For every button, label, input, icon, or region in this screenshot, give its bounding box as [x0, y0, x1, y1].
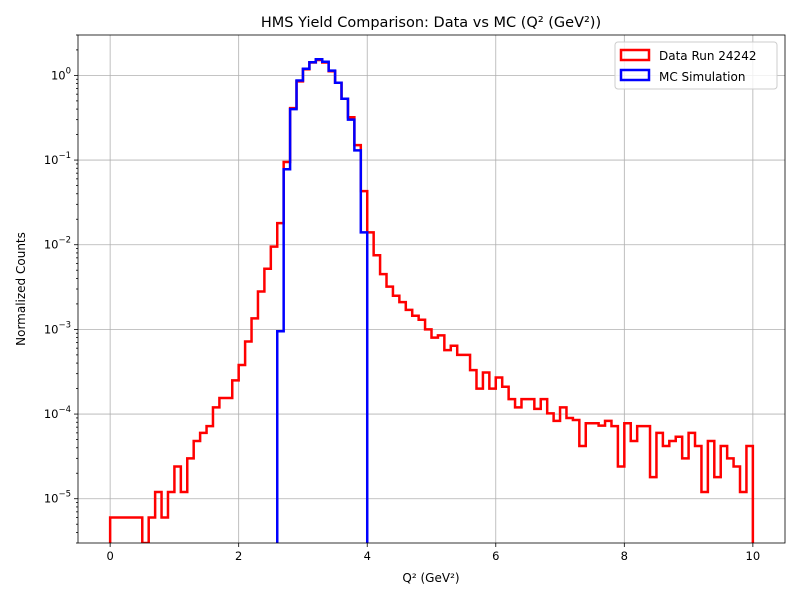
legend-label-mc: MC Simulation	[659, 70, 745, 84]
x-tick-label: 2	[235, 549, 242, 563]
legend-frame	[614, 41, 778, 90]
y-tick-label: 10−5	[44, 490, 71, 506]
y-axis-ticks: 10−5 10−4 10−3 10−2 10−1 100	[44, 34, 78, 544]
x-tick-label: 8	[621, 549, 628, 563]
legend-label-data: Data Run 24242	[659, 49, 756, 63]
y-tick-label: 10−2	[44, 236, 71, 252]
legend: Data Run 24242 MC Simulation	[614, 41, 778, 90]
x-axis-ticks: 0 2 4 6 8 10	[106, 543, 760, 563]
y-tick-label: 10−1	[44, 151, 71, 167]
x-axis-label: Q² (GeV²)	[402, 571, 459, 585]
series-mc-histogram	[276, 58, 369, 543]
series-data-histogram	[108, 58, 755, 543]
legend-swatch-data	[619, 48, 651, 62]
x-tick-label: 10	[746, 549, 761, 563]
y-tick-label: 10−3	[44, 320, 71, 336]
y-tick-label: 10−4	[44, 405, 71, 421]
legend-swatch-mc	[619, 68, 651, 82]
y-tick-label: 100	[51, 66, 71, 82]
chart-title: HMS Yield Comparison: Data vs MC (Q² (Ge…	[261, 15, 601, 31]
x-tick-label: 4	[364, 549, 371, 563]
y-axis-label: Normalized Counts	[14, 232, 28, 346]
x-tick-label: 0	[106, 549, 113, 563]
x-tick-label: 6	[492, 549, 499, 563]
series-layer	[108, 58, 755, 543]
